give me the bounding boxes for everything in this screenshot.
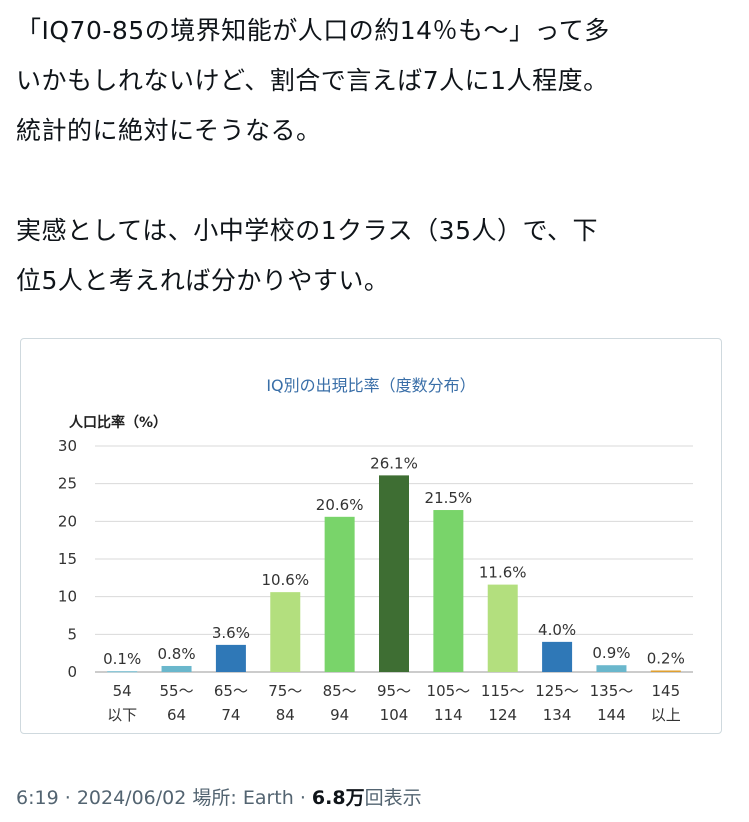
bar	[596, 665, 627, 672]
data-label: 0.1%	[103, 650, 141, 668]
y-tick-label: 10	[58, 588, 77, 606]
post-image[interactable]: IQ別の出現比率（度数分布） 人口比率（%） 0 5 10 15 20 25 30 0.1%…	[20, 338, 722, 734]
x-axis-categories: 54 以下 55〜 64 65〜 74 75〜 84 85〜 94 95〜 104 105〜 114 115…	[107, 682, 681, 724]
x-category-label: 以上	[651, 706, 681, 724]
x-category-label: 85〜	[323, 682, 357, 700]
bar	[379, 475, 409, 672]
y-tick-label: 25	[58, 475, 77, 493]
bar	[487, 584, 518, 672]
bar	[270, 592, 301, 672]
separator: ·	[64, 787, 71, 809]
bar	[161, 665, 192, 672]
data-label: 0.2%	[647, 649, 685, 667]
data-label: 4.0%	[538, 621, 576, 639]
y-tick-label: 20	[58, 512, 77, 530]
y-axis-ticks: 0 5 10 15 20 25 30	[58, 437, 77, 681]
bar	[542, 641, 573, 672]
x-category-label: 64	[167, 706, 186, 724]
x-category-label: 55〜	[159, 682, 193, 700]
x-category-label: 84	[276, 706, 295, 724]
data-labels: 0.1% 0.8% 3.6% 10.6% 20.6% 26.1% 21.5% 11.6% 4.0…	[103, 454, 685, 668]
x-category-label: 105〜	[427, 682, 471, 700]
x-category-label: 144	[597, 706, 626, 724]
data-label: 0.8%	[157, 645, 195, 663]
x-category-label: 104	[380, 706, 409, 724]
bars	[107, 475, 681, 673]
data-label: 26.1%	[370, 454, 418, 472]
post-date[interactable]: 2024/06/02	[76, 787, 187, 809]
bar	[107, 671, 138, 673]
post-text-line: 統計的に絶対にそうなる。	[16, 116, 322, 145]
data-label: 21.5%	[425, 489, 473, 507]
post-meta: 6:19 · 2024/06/02 場所: Earth · 6.8万回表示	[16, 783, 422, 810]
x-category-label: 以下	[107, 706, 137, 724]
y-tick-label: 5	[67, 625, 77, 643]
post-time[interactable]: 6:19	[16, 787, 59, 809]
post-text-line: 位5人と考えれば分かりやすい。	[16, 266, 390, 295]
y-tick-label: 15	[58, 550, 77, 568]
x-category-label: 124	[488, 706, 517, 724]
views-count: 6.8万	[311, 787, 365, 809]
y-tick-label: 0	[67, 663, 77, 681]
x-category-label: 94	[330, 706, 349, 724]
x-category-label: 65〜	[214, 682, 248, 700]
post-location: 場所: Earth	[192, 787, 294, 809]
paragraph-gap	[16, 156, 736, 206]
post-text-line: 実感としては、小中学校の1クラス（35人）で、下	[16, 216, 598, 245]
views-label: 回表示	[364, 787, 422, 809]
data-label: 10.6%	[261, 571, 309, 589]
x-category-label: 134	[543, 706, 572, 724]
separator: ·	[299, 787, 306, 809]
data-label: 3.6%	[212, 624, 250, 642]
x-category-label: 74	[221, 706, 240, 724]
bar	[215, 644, 246, 672]
x-category-label: 54	[113, 682, 132, 700]
post-text: 「IQ70-85の境界知能が人口の約14％も〜」って多 いかもしれないけど、割合…	[16, 6, 736, 306]
x-category-label: 95〜	[377, 682, 411, 700]
post-text-line: 「IQ70-85の境界知能が人口の約14％も〜」って多	[16, 16, 610, 45]
y-tick-label: 30	[58, 437, 77, 455]
data-label: 11.6%	[479, 564, 527, 582]
data-label: 0.9%	[592, 644, 630, 662]
data-label: 20.6%	[316, 496, 364, 514]
x-category-label: 114	[434, 706, 463, 724]
bar	[650, 670, 681, 672]
chart-title: IQ別の出現比率（度数分布）	[266, 376, 475, 395]
bar	[324, 516, 355, 672]
post-text-line: いかもしれないけど、割合で言えば7人に1人程度。	[16, 66, 609, 95]
x-category-label: 125〜	[535, 682, 579, 700]
y-axis-title: 人口比率（%）	[69, 414, 167, 431]
x-category-label: 145	[651, 682, 680, 700]
x-category-label: 75〜	[268, 682, 302, 700]
x-category-label: 115〜	[481, 682, 525, 700]
iq-distribution-chart: IQ別の出現比率（度数分布） 人口比率（%） 0 5 10 15 20 25 30 0.1%…	[58, 376, 693, 724]
x-category-label: 135〜	[590, 682, 634, 700]
bar	[433, 510, 464, 672]
